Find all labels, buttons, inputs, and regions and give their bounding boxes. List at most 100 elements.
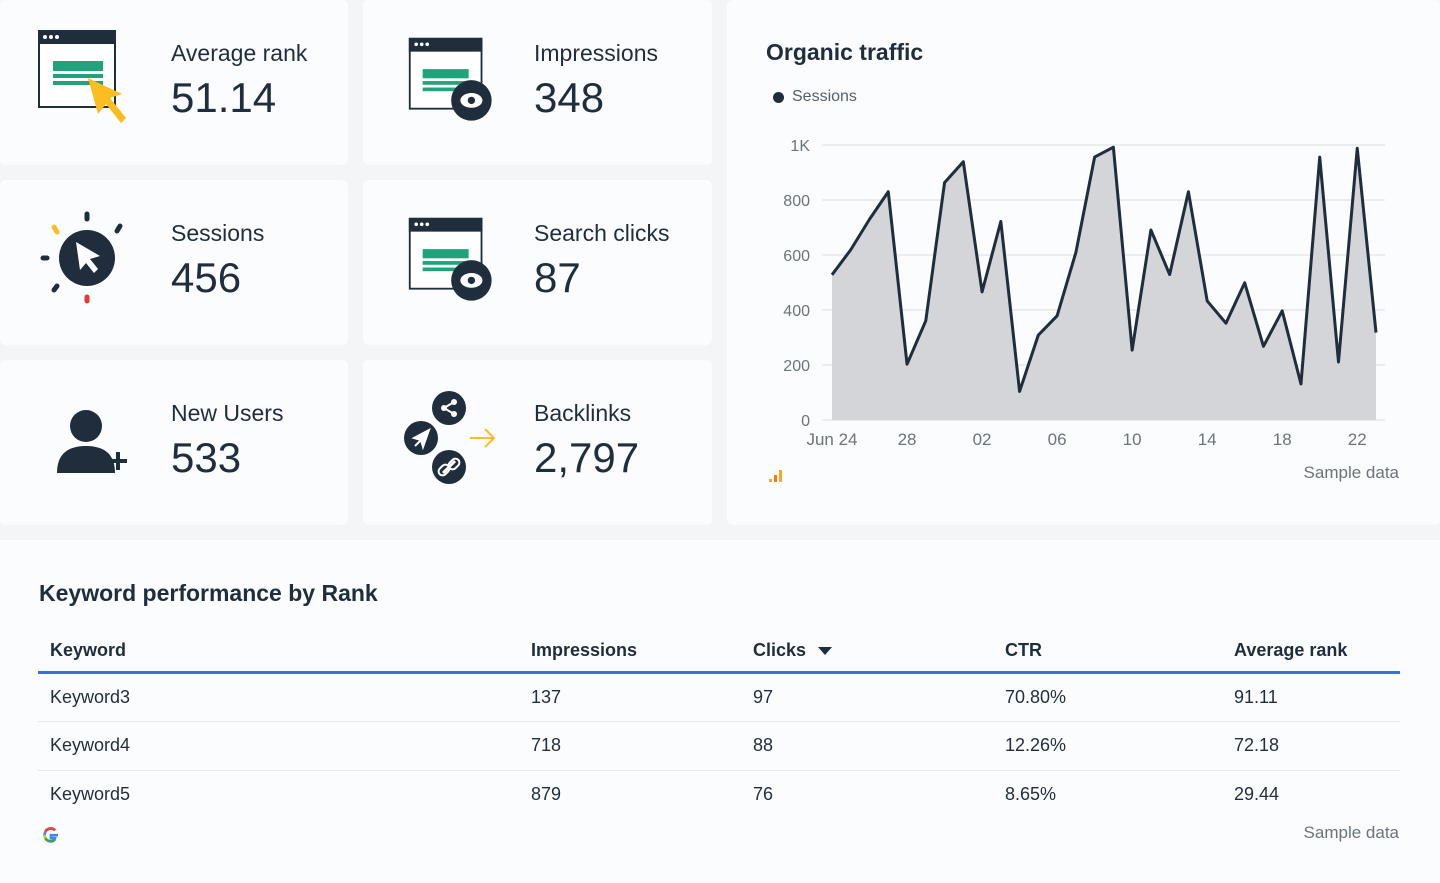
kpi-label: Search clicks bbox=[534, 220, 670, 246]
kpi-label: Average rank bbox=[171, 40, 308, 66]
table-row[interactable]: Keyword5 879 76 8.65% 29.44 bbox=[38, 770, 1400, 819]
data-point bbox=[864, 213, 876, 225]
data-point bbox=[845, 244, 857, 256]
kpi-search-clicks: Search clicks 87 bbox=[363, 180, 712, 345]
add-user-icon bbox=[57, 410, 127, 473]
table-cell: 879 bbox=[531, 784, 562, 805]
kpi-value: 533 bbox=[171, 434, 242, 481]
data-point bbox=[1014, 385, 1026, 397]
organic-traffic-chart: 0 200 400 600 800 1K Jun 24 28 02 06 10 14 18 22 bbox=[783, 138, 1385, 449]
data-point bbox=[1032, 329, 1044, 341]
data-point bbox=[1107, 141, 1119, 153]
kpi-label: Sessions bbox=[171, 220, 265, 246]
legend-marker bbox=[773, 91, 784, 103]
kpi-value: 2,797 bbox=[534, 434, 640, 481]
data-point bbox=[1126, 344, 1138, 356]
table-cell: 137 bbox=[519, 672, 741, 722]
table-cell: 718 bbox=[519, 721, 741, 771]
table-cell: 76 bbox=[753, 784, 774, 805]
table-cell: Keyword4 bbox=[38, 721, 519, 771]
kpi-backlinks: Backlinks 2,797 bbox=[363, 360, 712, 525]
y-tick-label: 0 bbox=[801, 413, 810, 430]
y-tick-label: 800 bbox=[783, 193, 810, 210]
kpi-value: 456 bbox=[171, 254, 242, 301]
kpi-new-users: New Users 533 bbox=[0, 360, 348, 525]
data-point bbox=[1370, 327, 1382, 339]
browser-cursor-icon bbox=[38, 30, 126, 123]
column-header-impressions[interactable]: Impressions bbox=[519, 630, 741, 674]
table-row[interactable]: Keyword4 718 88 12.26% 72.18 bbox=[38, 721, 1400, 771]
data-point bbox=[901, 358, 913, 370]
kpi-impressions: Impressions 348 bbox=[363, 0, 712, 165]
click-burst-icon bbox=[40, 211, 123, 304]
legend-label: Sessions bbox=[792, 88, 857, 105]
bar-chart-logo-icon bbox=[769, 470, 782, 482]
data-point bbox=[1145, 224, 1157, 236]
table-cell: 91.11 bbox=[1222, 672, 1400, 722]
table-title: Keyword performance by Rank bbox=[39, 580, 378, 606]
column-header-ctr[interactable]: CTR bbox=[993, 630, 1222, 674]
data-point bbox=[1332, 356, 1344, 368]
data-point bbox=[826, 269, 838, 281]
data-point bbox=[1051, 310, 1063, 322]
data-point bbox=[939, 177, 951, 189]
sessions-area bbox=[832, 147, 1376, 420]
data-point bbox=[1351, 142, 1363, 154]
x-tick-label: 18 bbox=[1273, 430, 1292, 449]
kpi-sessions: Sessions 456 bbox=[0, 180, 348, 345]
google-logo-icon bbox=[43, 827, 58, 843]
chart-legend[interactable]: Sessions bbox=[773, 88, 857, 106]
kpi-label: New Users bbox=[171, 400, 284, 426]
x-tick-label: 10 bbox=[1123, 430, 1142, 449]
data-point bbox=[882, 186, 894, 198]
sample-data-label: Sample data bbox=[1303, 823, 1399, 842]
keyword-table-card: Keyword performance by Rank Keyword Impr… bbox=[0, 540, 1440, 883]
kpi-value: 348 bbox=[534, 74, 605, 121]
keyword-table: Keyword Impressions Clicks CTR Average r… bbox=[38, 630, 1400, 819]
column-header-keyword[interactable]: Keyword bbox=[38, 630, 519, 674]
data-point bbox=[1070, 247, 1082, 259]
x-tick-label: Jun 24 bbox=[806, 430, 857, 449]
browser-eye-icon bbox=[408, 37, 492, 121]
table-cell: 88 bbox=[741, 721, 993, 771]
x-tick-label: 14 bbox=[1198, 430, 1217, 449]
data-point bbox=[920, 315, 932, 327]
data-point bbox=[1089, 151, 1101, 163]
table-cell: 70.80% bbox=[993, 672, 1222, 722]
x-tick-label: 02 bbox=[973, 430, 992, 449]
share-link-icon bbox=[404, 391, 496, 484]
table-cell: 8.65% bbox=[1005, 784, 1057, 805]
column-header-clicks[interactable]: Clicks bbox=[741, 630, 993, 674]
data-point bbox=[1257, 340, 1269, 352]
data-point bbox=[1201, 295, 1213, 307]
data-point bbox=[957, 156, 969, 168]
data-point bbox=[1295, 378, 1307, 390]
x-tick-label: 22 bbox=[1348, 430, 1367, 449]
table-cell: 97 bbox=[741, 672, 993, 722]
y-tick-label: 1K bbox=[790, 138, 810, 155]
data-point bbox=[1239, 277, 1251, 289]
kpi-label: Backlinks bbox=[534, 400, 632, 426]
table-row[interactable]: Keyword3 137 97 70.80% 91.11 bbox=[38, 672, 1400, 722]
table-cell: Keyword3 bbox=[38, 672, 519, 722]
y-tick-label: 400 bbox=[783, 303, 810, 320]
kpi-value: 51.14 bbox=[171, 74, 277, 121]
browser-eye-icon bbox=[408, 217, 492, 301]
sample-data-label: Sample data bbox=[1303, 463, 1399, 482]
table-cell: 29.44 bbox=[1234, 784, 1280, 805]
y-tick-label: 200 bbox=[783, 358, 810, 375]
table-cell: Keyword5 bbox=[50, 784, 131, 805]
column-header-label: Clicks bbox=[753, 639, 807, 660]
data-point bbox=[995, 215, 1007, 227]
organic-traffic-card: Organic traffic Sessions 0 200 400 600 800 1K… bbox=[727, 0, 1440, 525]
data-point bbox=[1276, 305, 1288, 317]
x-tick-label: 28 bbox=[898, 430, 917, 449]
data-point bbox=[1182, 186, 1194, 198]
kpi-average-rank: Average rank 51.14 bbox=[0, 0, 348, 165]
table-cell: 12.26% bbox=[993, 721, 1222, 771]
data-point bbox=[1314, 151, 1326, 163]
chart-title: Organic traffic bbox=[766, 39, 924, 65]
kpi-value: 87 bbox=[534, 254, 581, 301]
column-header-average-rank[interactable]: Average rank bbox=[1222, 630, 1400, 674]
x-tick-label: 06 bbox=[1048, 430, 1067, 449]
